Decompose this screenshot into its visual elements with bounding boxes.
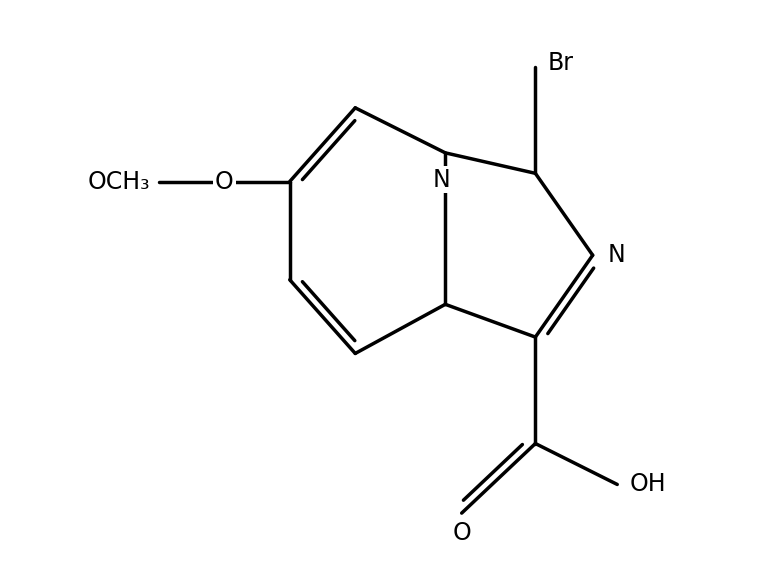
Text: O: O — [452, 521, 471, 545]
Text: OCH₃: OCH₃ — [88, 169, 151, 194]
Text: N: N — [608, 243, 625, 267]
Text: OH: OH — [629, 473, 666, 496]
Text: N: N — [432, 168, 450, 191]
Text: Br: Br — [548, 51, 573, 75]
Text: O: O — [215, 169, 234, 194]
